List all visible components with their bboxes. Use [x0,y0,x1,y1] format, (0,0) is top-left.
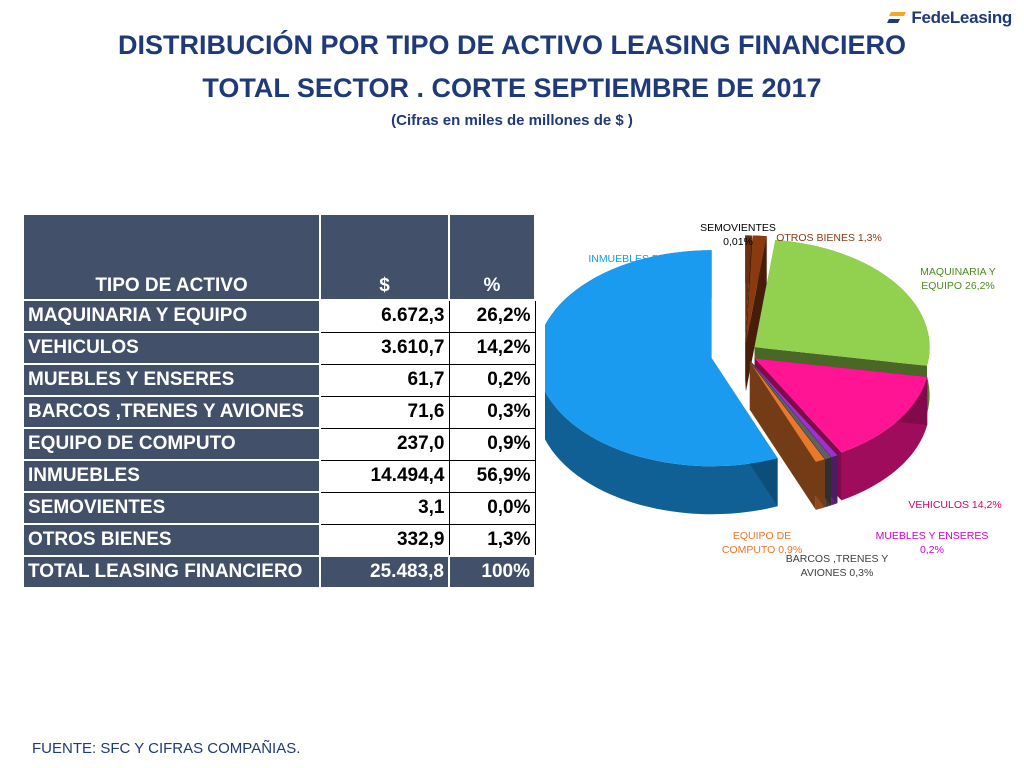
row-value: 332,9 [319,523,450,557]
table-row: SEMOVIENTES 3,1 0,0% [22,491,536,525]
pie-slice-label: BARCOS ,TRENES Y AVIONES 0,3% [786,553,889,579]
pie-slice [749,361,825,510]
pie-slice-top [750,361,838,458]
row-label: VEHICULOS [22,331,321,365]
header-percent: % [448,213,536,301]
header-value: $ [319,213,450,301]
pie-slice [745,235,767,392]
pie-slice-wall [749,361,816,510]
pie-slice-label: EQUIPO DE COMPUTO 0,9% [722,530,802,556]
table-row: OTROS BIENES 332,9 1,3% [22,523,536,557]
total-label: TOTAL LEASING FINANCIERO [22,555,321,589]
row-value: 71,6 [319,395,450,429]
pie-slice-label: MUEBLES Y ENSERES 0,2% [876,530,989,556]
page-title-line2: TOTAL SECTOR . CORTE SEPTIEMBRE DE 2017 [202,73,822,103]
pie-slice-label: MAQUINARIA Y EQUIPO 26,2% [920,266,996,292]
pie-slice-label: VEHICULOS 14,2% [908,499,1001,511]
pie-slice-top [545,250,778,467]
row-percent: 0,0% [448,491,536,525]
row-percent: 0,2% [448,363,536,397]
page-title: DISTRIBUCIÓN POR TIPO DE ACTIVO LEASING … [117,30,907,60]
row-percent: 1,3% [448,523,536,557]
row-label: OTROS BIENES [22,523,321,557]
pie-slice-wall [745,236,767,392]
pie-slice-side [841,377,928,501]
row-value: 14.494,4 [319,459,450,493]
row-label: MAQUINARIA Y EQUIPO [22,299,321,333]
row-percent: 0,9% [448,427,536,461]
row-label: BARCOS ,TRENES Y AVIONES [22,395,321,429]
logo-text: FedeLeasing [911,8,1012,27]
row-label: SEMOVIENTES [22,491,321,525]
asset-type-table: TIPO DE ACTIVO $ % MAQUINARIA Y EQUIPO 6… [22,213,536,589]
header-asset-type: TIPO DE ACTIVO [22,213,321,301]
source-note: FUENTE: SFC Y CIFRAS COMPAÑIAS. [32,740,301,757]
total-percent: 100% [448,555,536,589]
table-row: VEHICULOS 3.610,7 14,2% [22,331,536,365]
page-subtitle: (Cifras en miles de millones de $ ) [391,112,633,129]
table-total-row: TOTAL LEASING FINANCIERO 25.483,8 100% [22,555,536,589]
row-value: 61,7 [319,363,450,397]
row-value: 237,0 [319,427,450,461]
pie-slice-top [754,358,928,453]
table-row: MAQUINARIA Y EQUIPO 6.672,3 26,2% [22,299,536,333]
pie-slice-top [749,361,825,462]
pie-slice-top [754,240,930,366]
row-percent: 0,3% [448,395,536,429]
row-percent: 14,2% [448,331,536,365]
table-header-row: TIPO DE ACTIVO $ % [22,213,536,301]
pie-slice-top [745,235,767,344]
pie-slice-label: INMUEBLES 56,9% [588,253,681,265]
pie-slice-top [750,361,832,460]
row-label: INMUEBLES [22,459,321,493]
pie-slice [545,250,778,515]
row-value: 6.672,3 [319,299,450,333]
pie-slice-label: OTROS BIENES 1,3% [776,232,882,244]
pie-chart: SEMOVIENTES 0,01% OTROS BIENES 1,3% MAQUINA… [545,222,1002,579]
table-row: MUEBLES Y ENSERES 61,7 0,2% [22,363,536,397]
pie-slice-label: SEMOVIENTES 0,01% [700,222,776,248]
table-row: BARCOS ,TRENES Y AVIONES 71,6 0,3% [22,395,536,429]
fedeleasing-logo: FedeLeasing [887,8,1012,28]
row-label: EQUIPO DE COMPUTO [22,427,321,461]
row-percent: 56,9% [448,459,536,493]
row-percent: 26,2% [448,299,536,333]
total-value: 25.483,8 [319,555,450,589]
row-value: 3.610,7 [319,331,450,365]
table-row: INMUEBLES 14.494,4 56,9% [22,459,536,493]
logo-mark-icon [887,12,907,23]
pie-slice-top [745,235,752,344]
table-row: EQUIPO DE COMPUTO 237,0 0,9% [22,427,536,461]
row-value: 3,1 [319,491,450,525]
row-label: MUEBLES Y ENSERES [22,363,321,397]
